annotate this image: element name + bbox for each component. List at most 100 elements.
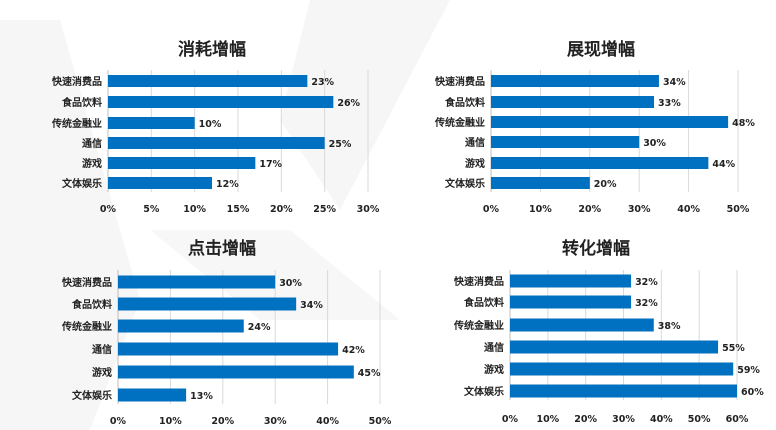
data-label: 10% xyxy=(199,119,222,130)
data-label: 55% xyxy=(722,343,745,354)
bar xyxy=(491,177,590,189)
x-tick-label: 15% xyxy=(227,204,250,215)
bar xyxy=(491,75,659,87)
bar xyxy=(510,384,737,398)
bar xyxy=(510,318,654,332)
x-tick-label: 0% xyxy=(100,204,117,215)
category-label: 游戏 xyxy=(92,366,112,379)
bar xyxy=(108,75,308,87)
x-tick-label: 60% xyxy=(726,414,749,425)
x-tick-label: 30% xyxy=(612,414,635,425)
x-tick-label: 20% xyxy=(270,204,293,215)
data-label: 32% xyxy=(635,298,658,309)
category-label: 文体娱乐 xyxy=(464,385,504,398)
chart-title: 消耗增幅 xyxy=(178,39,246,60)
category-label: 通信 xyxy=(465,136,485,149)
bar xyxy=(491,116,729,128)
x-tick-label: 20% xyxy=(574,414,597,425)
x-tick-label: 50% xyxy=(688,414,711,425)
data-label: 23% xyxy=(311,77,334,88)
bar xyxy=(118,365,354,379)
bar xyxy=(510,295,632,309)
bar xyxy=(491,96,655,108)
x-tick-label: 20% xyxy=(578,204,601,215)
category-label: 游戏 xyxy=(484,363,504,376)
chart-title: 展现增幅 xyxy=(567,39,635,60)
chart-title: 转化增幅 xyxy=(562,238,630,259)
x-tick-label: 25% xyxy=(313,204,336,215)
category-label: 传统金融业 xyxy=(453,319,504,332)
data-label: 32% xyxy=(635,277,658,288)
data-label: 17% xyxy=(259,159,282,170)
data-label: 44% xyxy=(712,159,735,170)
category-label: 食品饮料 xyxy=(61,96,102,109)
bar xyxy=(108,157,256,169)
data-label: 25% xyxy=(329,139,352,150)
data-label: 26% xyxy=(337,98,360,109)
data-label: 20% xyxy=(594,179,617,190)
x-tick-label: 50% xyxy=(727,204,750,215)
category-label: 传统金融业 xyxy=(61,320,112,333)
category-label: 传统金融业 xyxy=(51,117,102,130)
x-tick-label: 10% xyxy=(159,416,182,427)
data-label: 42% xyxy=(342,345,365,356)
category-label: 传统金融业 xyxy=(434,116,485,129)
category-label: 游戏 xyxy=(82,157,102,170)
bar-chart-3: 点击增幅 0% 10% 20% 30% 40% 50% 快速消费品 30% 食品饮料 34% 传统金融… xyxy=(61,238,392,427)
bar xyxy=(510,340,719,354)
data-label: 34% xyxy=(300,300,323,311)
bar xyxy=(108,96,334,108)
bar xyxy=(118,388,187,402)
x-tick-label: 50% xyxy=(369,416,392,427)
category-label: 游戏 xyxy=(465,157,485,170)
x-tick-label: 40% xyxy=(316,416,339,427)
data-label: 38% xyxy=(658,321,681,332)
category-label: 通信 xyxy=(82,137,102,150)
category-label: 快速消费品 xyxy=(61,276,112,289)
x-tick-label: 10% xyxy=(183,204,206,215)
category-label: 文体娱乐 xyxy=(72,389,112,402)
category-label: 食品饮料 xyxy=(444,96,485,109)
x-tick-label: 0% xyxy=(110,416,127,427)
bar-chart-4: 转化增幅 0% 10% 20% 30% 40% 50% 60% 快速消费品 32% 食品饮料 32% 传… xyxy=(453,238,764,425)
data-label: 30% xyxy=(643,138,666,149)
x-tick-label: 30% xyxy=(628,204,651,215)
bar xyxy=(118,319,244,333)
x-tick-label: 40% xyxy=(650,414,673,425)
x-tick-label: 40% xyxy=(677,204,700,215)
data-label: 34% xyxy=(663,77,686,88)
data-label: 59% xyxy=(737,365,760,376)
category-label: 通信 xyxy=(92,343,112,356)
bar xyxy=(510,274,632,288)
bar-chart-1: 消耗增幅 0% 5% 10% 15% 20% 25% 30% 快速消费品 23% 食品饮料 26% 传统… xyxy=(51,39,380,215)
data-label: 45% xyxy=(358,368,381,379)
data-label: 24% xyxy=(248,322,271,333)
bar xyxy=(491,136,640,148)
data-label: 33% xyxy=(658,98,681,109)
chart-title: 点击增幅 xyxy=(188,238,256,259)
bar-chart-2: 展现增幅 0% 10% 20% 30% 40% 50% 快速消费品 34% 食品饮料 33% 传统金融… xyxy=(434,39,755,215)
data-label: 48% xyxy=(732,118,755,129)
data-label: 30% xyxy=(279,278,302,289)
decorative-shape xyxy=(0,20,140,430)
bar xyxy=(108,177,212,189)
category-label: 快速消费品 xyxy=(434,75,485,88)
data-label: 12% xyxy=(216,179,239,190)
x-tick-label: 30% xyxy=(357,204,380,215)
x-tick-label: 10% xyxy=(536,414,559,425)
data-label: 13% xyxy=(190,391,213,402)
x-tick-label: 5% xyxy=(143,204,160,215)
bar xyxy=(118,297,297,311)
bar xyxy=(118,342,339,356)
bar xyxy=(108,137,325,149)
category-label: 文体娱乐 xyxy=(445,177,485,190)
category-label: 食品饮料 xyxy=(463,296,504,309)
x-tick-label: 10% xyxy=(529,204,552,215)
category-label: 快速消费品 xyxy=(51,75,102,88)
x-tick-label: 30% xyxy=(264,416,287,427)
bar xyxy=(491,157,709,169)
decorative-shape xyxy=(280,0,450,210)
category-label: 文体娱乐 xyxy=(62,177,102,190)
